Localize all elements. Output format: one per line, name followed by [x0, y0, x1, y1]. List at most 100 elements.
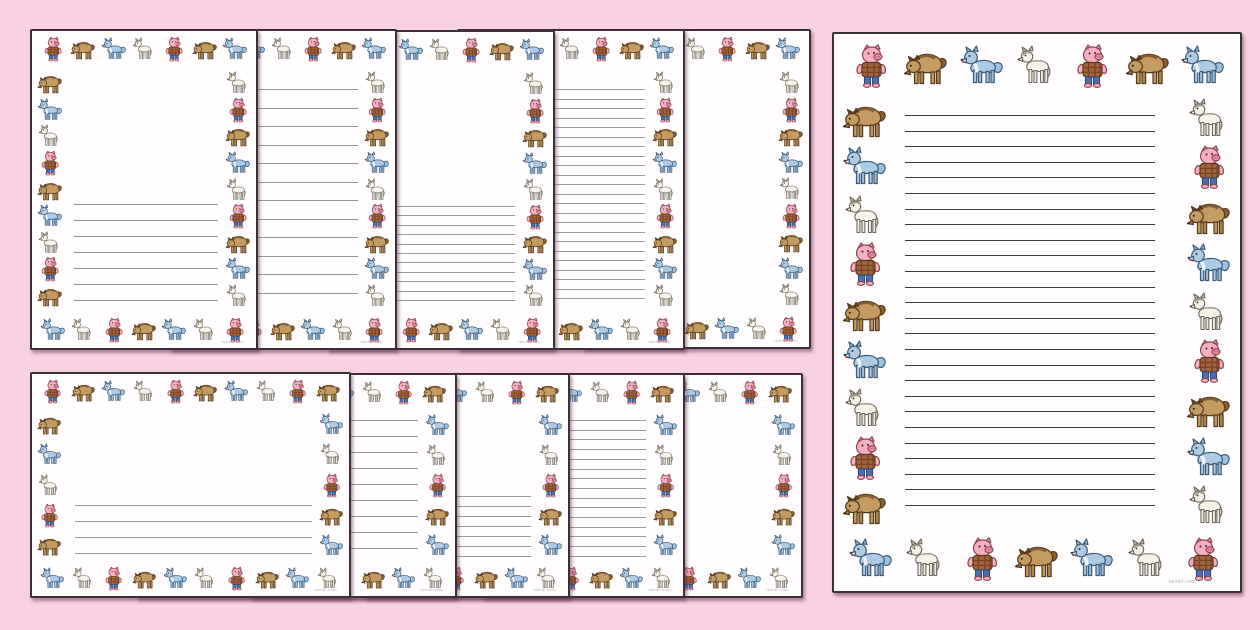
blue-wolf-icon — [40, 566, 65, 591]
blue-wolf-icon — [37, 442, 62, 467]
watermark: twinkl.com — [533, 587, 556, 592]
writing-line — [905, 333, 1155, 335]
white-wolf-icon — [425, 443, 450, 468]
blue-wolf-icon — [101, 379, 126, 404]
white-wolf-icon — [652, 283, 678, 309]
white-wolf-icon — [745, 316, 771, 342]
brown-wolf-icon — [842, 96, 888, 142]
white-wolf-icon — [778, 176, 804, 202]
white-wolf-icon — [652, 70, 678, 96]
white-wolf-icon — [1186, 96, 1232, 142]
white-wolf-icon — [131, 36, 157, 62]
pig-icon — [538, 473, 563, 498]
brown-wolf-icon — [1125, 43, 1171, 89]
writing-line — [501, 269, 645, 271]
blue-wolf-icon — [653, 413, 678, 438]
brown-wolf-icon — [270, 317, 296, 343]
pig-icon — [163, 379, 188, 404]
brown-wolf-icon — [538, 503, 563, 528]
white-wolf-icon — [707, 380, 732, 405]
white-wolf-icon — [1014, 43, 1060, 89]
writing-line — [75, 537, 312, 538]
pig-icon — [714, 36, 740, 62]
blue-wolf-icon — [37, 203, 63, 229]
white-wolf-icon — [70, 317, 96, 343]
white-wolf-icon — [589, 380, 614, 405]
writing-line — [905, 489, 1155, 491]
pig-icon — [285, 379, 310, 404]
writing-line — [905, 130, 1155, 132]
watermark: twinkl.com — [221, 339, 244, 344]
pig-icon — [522, 98, 548, 124]
blue-wolf-icon — [1186, 241, 1232, 287]
pig-icon — [504, 380, 529, 405]
pig-icon — [653, 473, 678, 498]
writing-line — [501, 155, 645, 157]
border-row-bottom — [848, 536, 1226, 582]
blue-wolf-icon — [737, 566, 762, 591]
watermark: twinkl.com — [518, 339, 541, 344]
blue-wolf-icon — [771, 533, 796, 558]
brown-wolf-icon — [37, 412, 62, 437]
pig-icon — [398, 317, 424, 343]
writing-line — [905, 239, 1155, 241]
writing-line — [501, 117, 645, 119]
pig-icon — [40, 379, 65, 404]
border-row-right — [425, 413, 450, 558]
blue-wolf-icon — [538, 533, 563, 558]
brown-wolf-icon — [771, 503, 796, 528]
writing-line — [213, 144, 358, 146]
pig-icon — [737, 380, 762, 405]
blue-wolf-icon — [504, 566, 529, 591]
writing-line — [905, 255, 1155, 257]
writing-line — [213, 200, 358, 201]
writing-line — [213, 163, 358, 164]
pig-icon — [37, 150, 63, 176]
blue-wolf-icon — [425, 413, 450, 438]
white-wolf-icon — [558, 36, 584, 62]
border-row-left — [842, 96, 888, 529]
blue-wolf-icon — [40, 317, 66, 343]
blue-wolf-icon — [653, 533, 678, 558]
pig-icon — [37, 256, 63, 282]
pig-icon — [364, 203, 390, 229]
border-row-right — [225, 70, 251, 309]
blue-wolf-icon — [163, 566, 188, 591]
white-wolf-icon — [684, 36, 710, 62]
brown-wolf-icon — [650, 380, 675, 405]
blue-wolf-icon — [224, 379, 249, 404]
white-wolf-icon — [193, 566, 218, 591]
pig-icon — [778, 203, 804, 229]
blue-wolf-icon — [361, 36, 387, 62]
brown-wolf-icon — [474, 566, 499, 591]
writing-line — [371, 206, 515, 207]
pig-icon — [588, 36, 614, 62]
pig-icon — [101, 317, 127, 343]
blue-wolf-icon — [222, 36, 248, 62]
border-row-left — [37, 412, 62, 558]
pig-icon — [959, 536, 1005, 582]
blue-wolf-icon — [522, 151, 548, 177]
blue-wolf-icon — [649, 36, 675, 62]
writing-line — [74, 300, 218, 301]
border-row-right — [538, 413, 563, 558]
blue-wolf-icon — [848, 536, 894, 582]
writing-line — [371, 243, 515, 245]
writing-line — [501, 279, 645, 280]
brown-wolf-icon — [331, 36, 357, 62]
pig-icon — [522, 204, 548, 230]
white-wolf-icon — [1125, 536, 1171, 582]
writing-line — [501, 98, 645, 100]
white-wolf-icon — [364, 283, 390, 309]
watermark: twinkl.com — [420, 587, 443, 592]
blue-wolf-icon — [1069, 536, 1115, 582]
white-wolf-icon — [903, 536, 949, 582]
pig-icon — [425, 473, 450, 498]
brown-wolf-icon — [684, 316, 710, 342]
writing-line — [905, 193, 1155, 194]
pig-icon — [319, 473, 344, 498]
writing-line — [371, 271, 515, 273]
border-row-right — [653, 413, 678, 558]
blue-wolf-icon — [778, 256, 804, 282]
brown-wolf-icon — [316, 379, 341, 404]
